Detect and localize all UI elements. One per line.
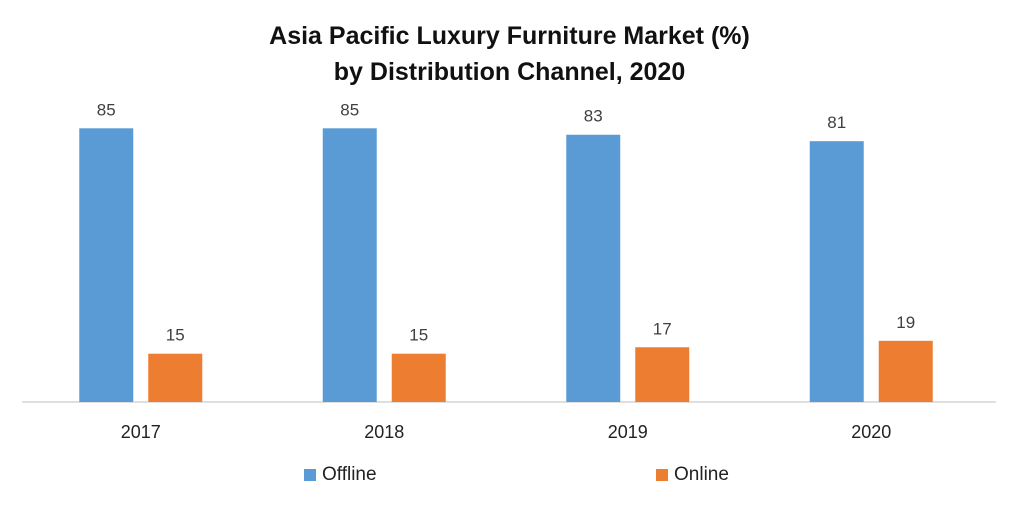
legend-item-offline: Offline	[304, 464, 377, 486]
bar-online-2019	[635, 347, 690, 402]
data-label-offline-2019: 83	[584, 107, 603, 126]
legend: Offline Online	[0, 464, 1019, 492]
x-tick-label-2017: 2017	[121, 422, 161, 442]
x-tick-label-2018: 2018	[364, 422, 404, 442]
x-tick-label-2020: 2020	[851, 422, 891, 442]
x-tick-label-2019: 2019	[608, 422, 648, 442]
bar-offline-2017	[79, 128, 134, 403]
data-label-online-2020: 19	[896, 313, 915, 332]
legend-label-online: Online	[674, 464, 729, 485]
data-label-offline-2018: 85	[340, 100, 359, 119]
bar-offline-2020	[809, 141, 864, 402]
chart-title-block: Asia Pacific Luxury Furniture Market (%)…	[0, 18, 1019, 90]
legend-swatch-offline	[304, 469, 316, 481]
data-label-online-2019: 17	[653, 319, 672, 338]
bar-online-2018	[391, 353, 446, 402]
chart-subtitle: by Distribution Channel, 2020	[333, 58, 686, 86]
legend-item-online: Online	[656, 464, 729, 486]
chart-title: Asia Pacific Luxury Furniture Market (%)	[269, 22, 750, 50]
data-label-online-2017: 15	[166, 326, 185, 345]
data-label-offline-2020: 81	[827, 113, 846, 132]
legend-swatch-online	[656, 469, 668, 481]
bar-offline-2018	[322, 128, 377, 403]
bar-online-2020	[878, 340, 933, 402]
legend-label-offline: Offline	[322, 464, 377, 485]
bar-offline-2019	[566, 134, 621, 403]
data-label-online-2018: 15	[409, 326, 428, 345]
bar-online-2017	[148, 353, 203, 402]
data-label-offline-2017: 85	[97, 100, 116, 119]
